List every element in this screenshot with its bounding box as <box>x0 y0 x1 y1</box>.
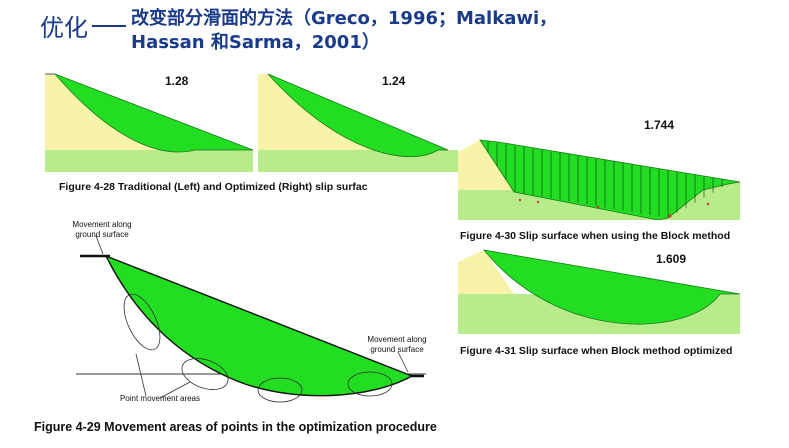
fig-30-panel: 1.744 <box>458 112 740 220</box>
fig-30-diagram <box>458 112 740 220</box>
fig-31-fos: 1.609 <box>656 252 687 266</box>
title-dash <box>92 25 126 27</box>
fig-31-diagram <box>458 246 740 334</box>
fig-28-caption: Figure 4-28 Traditional (Left) and Optim… <box>59 181 368 193</box>
fig-29-diagram <box>76 235 426 403</box>
slide-title-line2: Hassan 和Sarma，2001） <box>131 32 380 53</box>
fig-29-label-right: Movement along ground surface <box>367 335 427 354</box>
fig-29-caption: Figure 4-29 Movement areas of points in … <box>34 420 437 434</box>
fig-30-fos: 1.744 <box>644 118 675 132</box>
slide-title-line1: 改变部分滑面的方法（Greco，1996；Malkawi， <box>131 8 558 29</box>
fig-31-caption: Figure 4-31 Slip surface when Block meth… <box>460 345 733 357</box>
fig-31-panel: 1.609 <box>458 246 740 334</box>
slide-title-prefix: 优化 <box>40 14 88 42</box>
fig-29-label-points: Point movement areas <box>119 394 201 403</box>
fig-28-left-panel: 1.28 <box>45 72 253 172</box>
fig-29-panel: Movement along ground surface Movement a… <box>70 214 440 410</box>
fig-30-caption: Figure 4-30 Slip surface when using the … <box>460 230 731 242</box>
fig-28-right-panel: 1.24 <box>258 72 458 172</box>
fig-28-right-fos: 1.24 <box>382 74 406 88</box>
fig-28-left-fos: 1.28 <box>165 74 189 88</box>
fig-28-left-diagram <box>45 72 253 172</box>
fig-28-right-diagram <box>258 72 458 172</box>
fig-29-label-top-left: Movement along ground surface <box>72 220 132 239</box>
